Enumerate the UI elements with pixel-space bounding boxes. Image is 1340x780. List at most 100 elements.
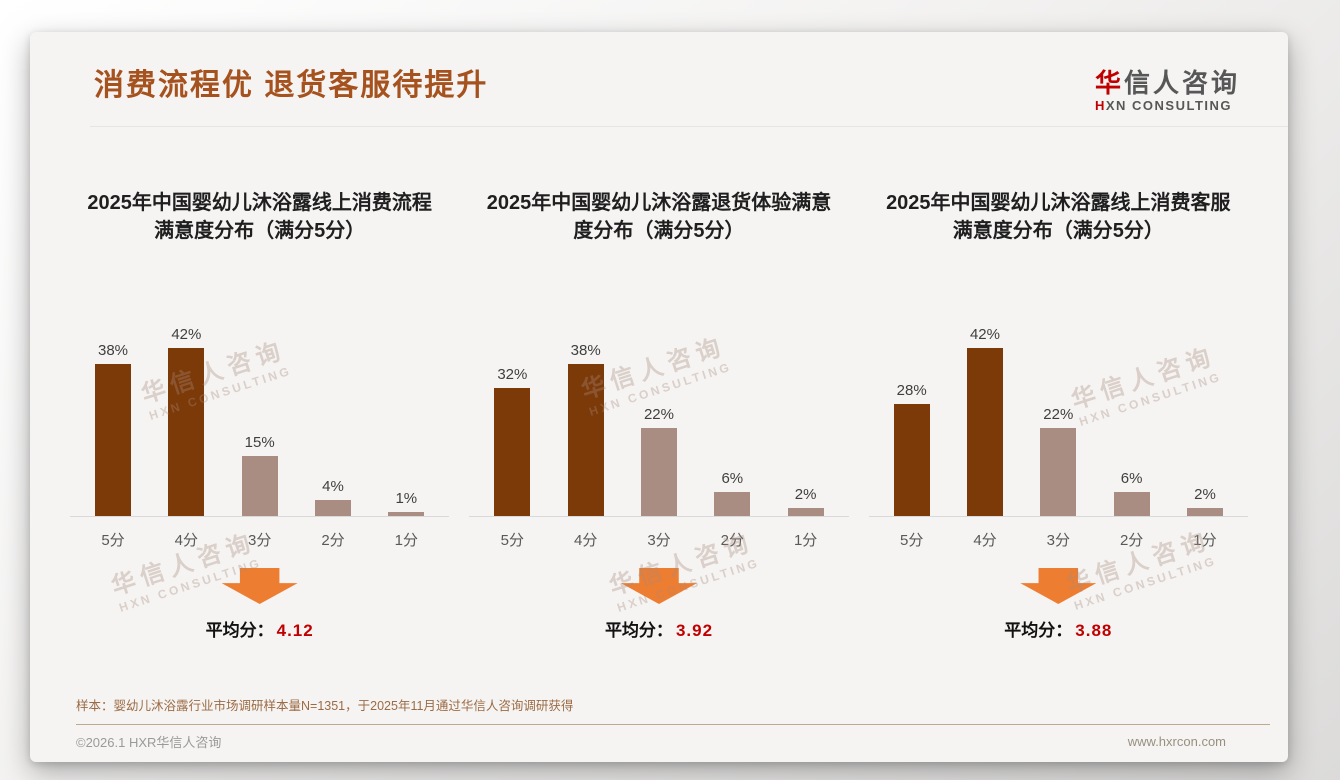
bar (640, 428, 677, 516)
bar (714, 492, 751, 516)
x-axis-label: 1分 (793, 532, 818, 549)
x-axis-labels: 5分 4分 3分 2分 1分 (869, 529, 1248, 550)
bar-group: 2% (1176, 486, 1234, 516)
bar (95, 364, 131, 516)
down-arrow-icon (221, 568, 298, 604)
bar-value-label: 38% (97, 342, 129, 359)
bar-group: 2% (777, 486, 835, 516)
average-score-row: 平均分： 3.88 (869, 616, 1248, 641)
bar-group: 38% (84, 342, 142, 516)
chart-column-return-satisfaction: 2025年中国婴幼儿沐浴露退货体验满意度分布（满分5分） 32% 38% 22% 6%… (469, 189, 849, 641)
bar-value-label: 2% (1194, 486, 1216, 503)
x-axis-label: 5分 (500, 532, 524, 549)
logo-brand-rest: 信人咨询 (1123, 68, 1240, 98)
logo-brand-name: 华信人咨询 (1095, 68, 1240, 98)
bar (1040, 428, 1077, 516)
bar (241, 456, 278, 516)
bar-value-label: 42% (171, 326, 202, 343)
average-value: 3.92 (675, 621, 714, 640)
average-score-row: 平均分： 3.92 (469, 616, 848, 641)
average-label: 平均分： (1004, 621, 1073, 640)
sample-note: 样本：婴幼儿沐浴露行业市场调研样本量N=1351，于2025年11月通过华信人咨… (76, 699, 574, 713)
x-axis-label: 5分 (101, 532, 125, 549)
average-value: 4.12 (276, 621, 314, 640)
bar-group: 15% (231, 434, 289, 516)
x-axis-label: 3分 (247, 532, 272, 549)
bar-group: 42% (956, 326, 1014, 516)
bar (1186, 508, 1223, 516)
logo-subtitle: HXN CONSULTING (1095, 98, 1240, 114)
bar-value-label: 1% (395, 490, 418, 507)
bar (567, 364, 604, 516)
bar (1113, 492, 1150, 516)
x-axis-labels: 5分 4分 3分 2分 1分 (70, 529, 449, 550)
bar (494, 388, 531, 516)
bar-group: 22% (630, 406, 688, 516)
x-axis-label: 4分 (174, 532, 198, 549)
x-axis-label: 2分 (321, 532, 345, 549)
x-axis-label: 2分 (1119, 532, 1144, 549)
bar (168, 348, 205, 516)
bar-chart-plot: 28% 42% 22% 6% 2% (868, 317, 1248, 517)
x-axis-label: 1分 (394, 532, 418, 549)
bar-value-label: 6% (721, 470, 744, 487)
bar-value-label: 15% (244, 434, 275, 451)
bar-value-label: 4% (322, 478, 344, 495)
slide-card: 消费流程优 退货客服待提升 华信人咨询 HXN CONSULTING 2025年… (30, 32, 1288, 762)
bar-group: 28% (883, 382, 941, 516)
bar-value-label: 28% (896, 382, 927, 399)
average-score-row: 平均分： 4.12 (70, 616, 449, 641)
slide-header: 消费流程优 退货客服待提升 华信人咨询 HXN CONSULTING (30, 32, 1288, 114)
bar-chart-plot: 38% 42% 15% 4% 1% (70, 317, 450, 517)
bar-group: 1% (377, 490, 435, 516)
chart-title: 2025年中国婴幼儿沐浴露退货体验满意度分布（满分5分） (486, 192, 832, 242)
company-logo: 华信人咨询 HXN CONSULTING (1095, 66, 1240, 114)
bar-value-label: 42% (969, 326, 1000, 343)
bar (787, 508, 824, 516)
average-value: 3.88 (1075, 621, 1113, 640)
chart-column-service-satisfaction: 2025年中国婴幼儿沐浴露线上消费客服满意度分布（满分5分） 28% 42% 22%… (868, 189, 1248, 641)
logo-subtitle-rest: XN CONSULTING (1105, 98, 1233, 113)
chart-title: 2025年中国婴幼儿沐浴露线上消费流程满意度分布（满分5分） (87, 192, 432, 242)
bar (314, 500, 351, 516)
copyright-text: ©2026.1 HXR华信人咨询 (76, 735, 222, 750)
charts-row: 2025年中国婴幼儿沐浴露线上消费流程满意度分布（满分5分） 38% 42% 15%… (30, 189, 1288, 641)
down-arrow-icon (1020, 568, 1097, 604)
bar-group: 42% (157, 326, 215, 516)
logo-brand-first-char: 华 (1094, 68, 1124, 98)
x-axis-label: 5分 (899, 532, 924, 549)
average-label: 平均分： (604, 621, 673, 640)
header-divider (90, 126, 1288, 127)
x-axis-label: 1分 (1193, 532, 1217, 549)
footer-row: ©2026.1 HXR华信人咨询 www.hxrcon.com (30, 732, 1288, 751)
bar-value-label: 32% (497, 366, 528, 383)
bar-chart-plot: 32% 38% 22% 6% 2% (469, 317, 849, 517)
bar-value-label: 38% (570, 342, 601, 359)
bar (388, 512, 425, 516)
x-axis-label: 4分 (973, 532, 997, 549)
page-title: 消费流程优 退货客服待提升 (94, 69, 489, 102)
bar-group: 6% (1103, 470, 1161, 516)
bar-group: 38% (557, 342, 615, 516)
bar-group: 4% (304, 478, 362, 516)
bar-value-label: 2% (794, 486, 817, 503)
x-axis-label: 2分 (720, 532, 744, 549)
bar (893, 404, 930, 516)
bar-value-label: 22% (1043, 406, 1074, 423)
bar-group: 32% (483, 366, 541, 516)
bar-value-label: 6% (1120, 470, 1143, 487)
footer-divider (76, 724, 1270, 725)
bar (966, 348, 1003, 516)
bar-group: 22% (1029, 406, 1087, 516)
x-axis-label: 3分 (1046, 532, 1070, 549)
x-axis-label: 4分 (573, 532, 598, 549)
bar-group: 6% (703, 470, 761, 516)
down-arrow-icon (620, 568, 697, 604)
site-url: www.hxrcon.com (1127, 734, 1226, 749)
chart-column-process-satisfaction: 2025年中国婴幼儿沐浴露线上消费流程满意度分布（满分5分） 38% 42% 15%… (70, 189, 450, 641)
average-label: 平均分： (205, 621, 274, 640)
x-axis-label: 3分 (647, 532, 671, 549)
x-axis-labels: 5分 4分 3分 2分 1分 (469, 529, 848, 550)
chart-title: 2025年中国婴幼儿沐浴露线上消费客服满意度分布（满分5分） (886, 192, 1231, 242)
logo-subtitle-first-char: H (1094, 98, 1106, 113)
